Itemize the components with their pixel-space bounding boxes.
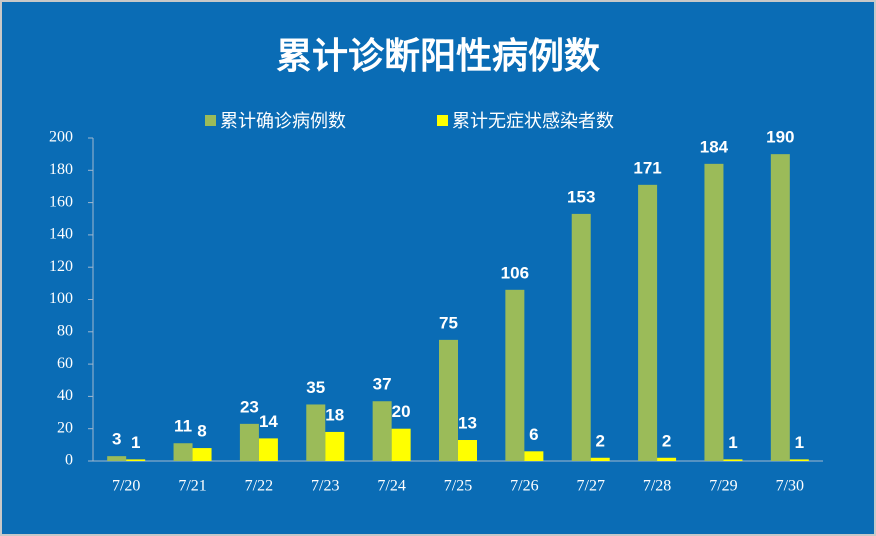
bar [571,213,591,461]
value-label: 13 [458,413,477,432]
bar [590,457,610,461]
x-tick-label: 7/20 [112,478,140,495]
bar [306,404,326,461]
value-label: 37 [373,375,392,394]
value-label: 171 [633,158,661,177]
y-tick-label: 40 [57,387,73,404]
bar [439,339,458,461]
value-label: 184 [700,137,729,156]
x-tick-label: 7/23 [311,478,339,495]
x-tick-label: 7/24 [377,478,405,495]
value-label: 35 [306,378,325,397]
chart-title: 累计诊断阳性病例数 [276,36,600,77]
x-tick-label: 7/21 [178,478,206,495]
bar [325,431,345,461]
bar [126,459,146,461]
bar [391,428,411,461]
value-label: 106 [501,263,529,282]
legend-label: 累计无症状感染者数 [452,111,614,132]
value-label: 190 [766,128,794,147]
x-tick-label: 7/28 [643,478,671,495]
value-label: 2 [662,431,671,450]
x-tick-label: 7/30 [776,478,804,495]
x-tick-label: 7/22 [245,478,273,495]
bar [638,184,658,461]
legend: 累计确诊病例数 累计无症状感染者数 [205,111,614,132]
legend-swatch [437,115,448,126]
bar [258,438,278,461]
bar [723,459,743,461]
x-tick-label: 7/29 [709,478,737,495]
bar [524,451,544,461]
x-tick-label: 7/26 [510,478,538,495]
y-tick-label: 20 [57,419,73,436]
value-label: 20 [392,402,411,421]
y-tick-label: 180 [49,161,73,178]
value-label: 18 [325,405,344,424]
bar [704,163,724,461]
value-label: 23 [240,397,259,416]
value-label: 1 [131,433,140,452]
value-label: 3 [112,430,121,449]
y-tick-label: 80 [57,322,73,339]
legend-label: 累计确诊病例数 [220,111,346,132]
value-label: 153 [567,187,595,206]
y-tick-label: 60 [57,355,73,372]
bar [239,423,259,461]
value-label: 75 [439,313,458,332]
y-tick-label: 160 [49,193,73,210]
bar [173,443,193,461]
value-label: 8 [197,422,206,441]
y-tick-label: 100 [49,290,73,307]
y-tick-label: 0 [65,452,73,469]
y-tick-label: 120 [49,258,73,275]
value-label: 6 [529,425,538,444]
x-tick-label: 7/25 [444,478,472,495]
value-label: 14 [259,412,278,431]
legend-swatch [205,115,216,126]
value-label: 2 [595,431,604,450]
x-tick-label: 7/27 [577,478,605,495]
bar [107,456,127,461]
y-tick-label: 140 [49,226,73,243]
value-label: 11 [174,417,192,436]
y-tick-label: 200 [49,129,73,146]
bar [770,154,790,461]
bar [505,289,525,461]
bar [657,457,677,461]
value-label: 1 [728,433,737,452]
bar [458,440,477,461]
value-label: 1 [795,433,804,452]
bar [789,459,809,461]
bar [192,448,212,461]
bar [372,401,392,461]
